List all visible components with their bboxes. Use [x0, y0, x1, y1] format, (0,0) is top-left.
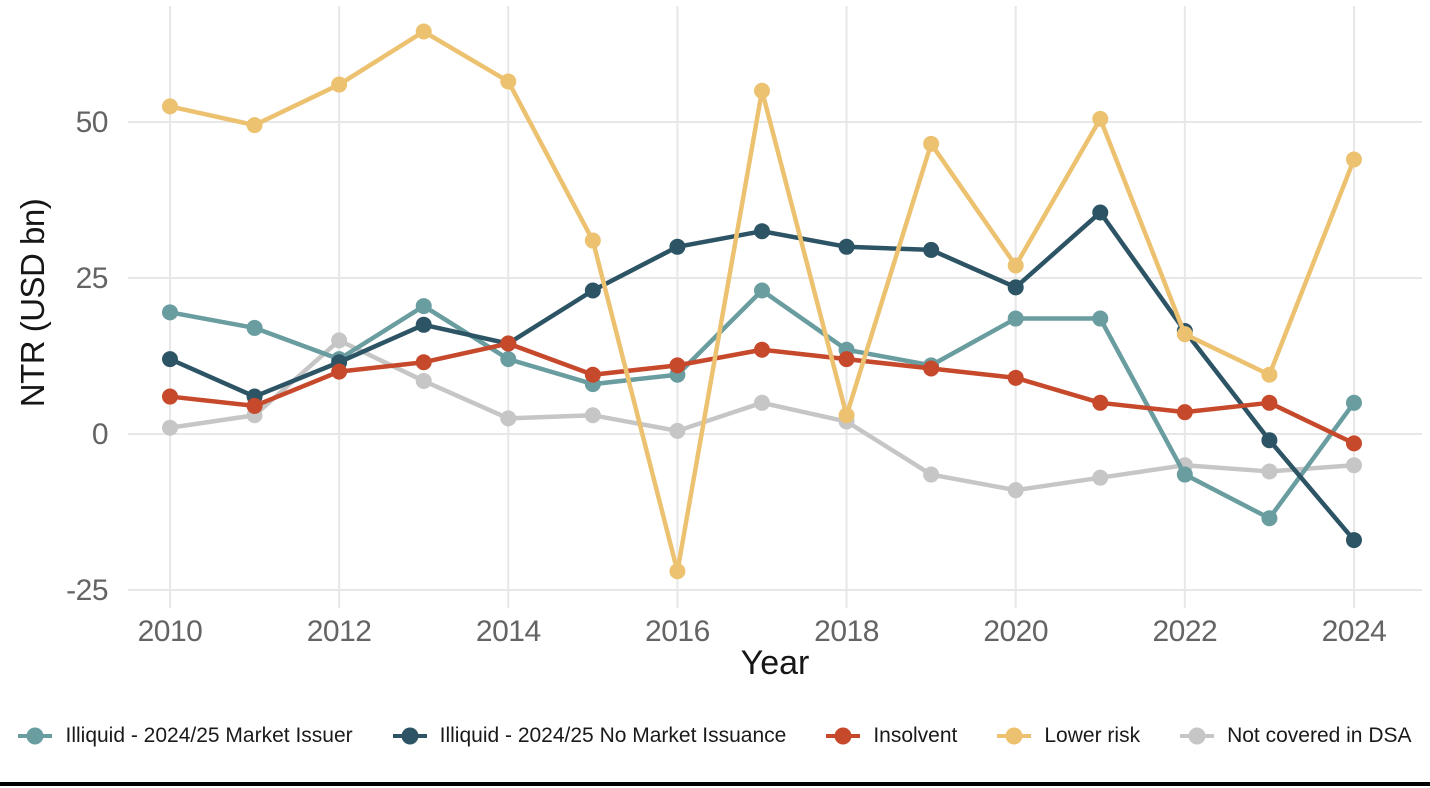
bottom-border-line — [0, 782, 1430, 786]
data-point — [584, 366, 601, 383]
data-point — [1092, 469, 1109, 486]
data-point — [1092, 110, 1109, 127]
x-tick-label: 2010 — [138, 615, 203, 648]
data-point — [246, 319, 263, 336]
data-point — [415, 354, 432, 371]
data-point — [415, 316, 432, 333]
data-point — [1007, 279, 1024, 296]
legend-item-not-covered-dsa: Not covered in DSA — [1180, 724, 1412, 748]
series-line — [169, 210, 1356, 542]
data-point — [246, 397, 263, 414]
data-point — [753, 394, 770, 411]
y-tick-label: 50 — [76, 106, 108, 139]
x-tick-label: 2018 — [814, 615, 879, 648]
data-point — [753, 82, 770, 99]
data-point — [162, 419, 178, 436]
data-point — [1092, 394, 1109, 411]
legend-label: Illiquid - 2024/25 Market Issuer — [65, 724, 353, 747]
data-point — [584, 407, 601, 424]
line-point-marker-icon — [1180, 726, 1215, 746]
data-point — [1092, 204, 1109, 221]
data-point — [669, 357, 686, 374]
data-point — [1007, 369, 1024, 386]
x-tick-label: 2012 — [307, 615, 372, 648]
data-point — [1176, 466, 1193, 483]
y-axis-title: NTR (USD bn) — [14, 198, 51, 408]
line-point-marker-icon — [997, 726, 1032, 746]
line-point-marker-icon — [392, 726, 427, 746]
legend-item-insolvent: Insolvent — [826, 724, 957, 748]
legend-label: Illiquid - 2024/25 No Market Issuance — [439, 724, 787, 747]
data-point — [162, 351, 178, 368]
data-point — [669, 238, 686, 255]
data-point — [1345, 151, 1362, 168]
x-tick-label: 2016 — [645, 615, 710, 648]
legend-label: Not covered in DSA — [1227, 724, 1412, 747]
data-point — [1007, 482, 1024, 499]
series-line — [169, 338, 1355, 493]
data-point — [246, 117, 263, 134]
data-point — [1345, 435, 1362, 452]
data-point — [162, 304, 178, 321]
legend-item-market-issuer: Illiquid - 2024/25 Market Issuer — [18, 724, 353, 748]
data-point — [838, 351, 855, 368]
data-point — [1261, 394, 1278, 411]
data-point — [838, 238, 855, 255]
legend: Illiquid - 2024/25 Market Issuer Illiqui… — [0, 724, 1430, 748]
x-tick-label: 2020 — [983, 615, 1048, 648]
data-point — [1007, 257, 1024, 274]
plot-area: -25 0 25 50 2010 2012 2014 2016 2018 2020 2022 2024 — [66, 6, 1422, 648]
data-point — [753, 282, 770, 299]
x-tick-label: 2024 — [1322, 615, 1387, 648]
data-point — [1261, 510, 1278, 527]
data-point — [1092, 310, 1109, 327]
legend-label: Lower risk — [1044, 724, 1141, 747]
series-line — [169, 29, 1357, 574]
data-point — [500, 410, 517, 427]
x-axis-title: Year — [740, 644, 810, 682]
data-point — [923, 466, 940, 483]
data-point — [1176, 326, 1193, 343]
data-point — [584, 282, 601, 299]
x-tick-label: 2022 — [1152, 615, 1217, 648]
data-point — [753, 223, 770, 240]
data-point — [415, 298, 432, 315]
data-point — [1176, 404, 1193, 421]
legend-label: Insolvent — [873, 724, 958, 747]
data-point — [415, 372, 432, 389]
data-point — [500, 351, 517, 368]
data-point — [1345, 394, 1362, 411]
y-tick-label: 0 — [92, 418, 108, 451]
line-point-marker-icon — [18, 726, 53, 746]
data-point — [923, 135, 940, 152]
data-point — [1261, 366, 1278, 383]
data-point — [669, 422, 686, 439]
data-point — [331, 363, 348, 380]
legend-item-no-market-issuance: Illiquid - 2024/25 No Market Issuance — [392, 724, 787, 748]
data-point — [669, 563, 686, 580]
data-point — [500, 335, 517, 352]
data-point — [1345, 532, 1362, 549]
data-point — [753, 341, 770, 358]
x-tick-label: 2014 — [476, 615, 541, 648]
y-tick-label: 25 — [76, 262, 108, 295]
data-point — [923, 241, 940, 258]
data-point — [923, 360, 940, 377]
y-tick-label: -25 — [66, 574, 108, 607]
data-point — [838, 407, 855, 424]
data-point — [415, 23, 432, 40]
data-point — [162, 98, 178, 115]
data-point — [162, 388, 178, 405]
data-point — [584, 232, 601, 249]
data-point — [1345, 457, 1362, 474]
data-point — [1261, 463, 1278, 480]
line-point-marker-icon — [826, 726, 861, 746]
data-point — [500, 73, 517, 90]
legend-item-lower-risk: Lower risk — [997, 724, 1140, 748]
data-point — [331, 76, 348, 93]
data-point — [1261, 432, 1278, 449]
data-point — [1007, 310, 1024, 327]
data-point — [331, 332, 348, 349]
